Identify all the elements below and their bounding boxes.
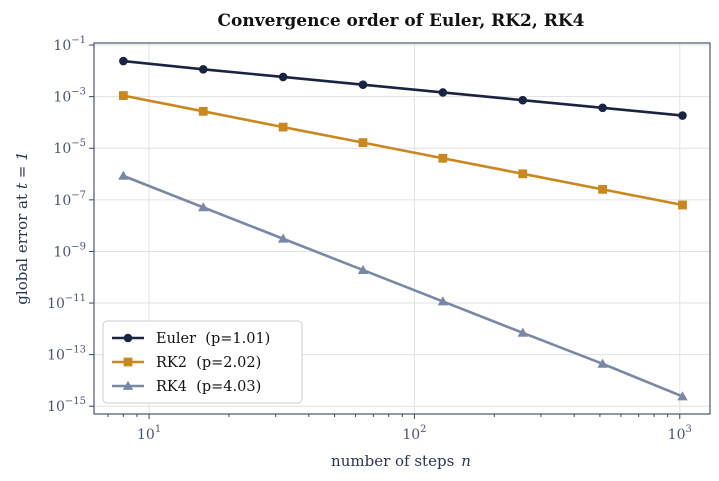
chart-title: Convergence order of Euler, RK2, RK4 bbox=[218, 11, 585, 31]
grid-lines bbox=[94, 43, 710, 414]
x-axis-label-var: n bbox=[461, 452, 471, 470]
y-tick-label: 10−5 bbox=[53, 138, 86, 157]
legend-marker-rk2 bbox=[123, 357, 133, 367]
legend-item-rk2: RK2 (p=2.02) bbox=[112, 355, 261, 371]
rk2-data-point bbox=[678, 200, 687, 210]
y-tick-label-exp: −1 bbox=[71, 35, 86, 46]
y-tick-label-base: 10 bbox=[47, 348, 65, 364]
legend-item-euler: Euler (p=1.01) bbox=[112, 331, 270, 347]
y-tick-label: 10−11 bbox=[47, 293, 86, 312]
y-tick-label-exp: −5 bbox=[71, 138, 86, 149]
rk2-data-point bbox=[598, 184, 608, 194]
rk2-data-point bbox=[518, 169, 528, 179]
rk2-data-point bbox=[278, 122, 288, 132]
euler-data-point bbox=[278, 72, 288, 82]
y-tick-label-exp: −13 bbox=[65, 345, 86, 356]
y-tick-label-base: 10 bbox=[47, 296, 65, 312]
euler-data-point bbox=[438, 88, 448, 97]
x-axis-label-text: number of steps bbox=[331, 452, 454, 470]
rk2-data-point bbox=[198, 106, 208, 116]
y-tick-label: 10−9 bbox=[53, 241, 86, 260]
rk2-data-point bbox=[438, 153, 448, 163]
y-tick-label-exp: −9 bbox=[71, 241, 86, 252]
euler-data-point bbox=[678, 111, 687, 120]
rk4-data-point bbox=[118, 170, 129, 180]
y-axis-label-math: t = 1 bbox=[13, 151, 31, 189]
rk4-data-point bbox=[597, 358, 608, 368]
rk4-data-point bbox=[517, 327, 528, 337]
euler-line bbox=[123, 59, 683, 117]
x-tick-label-exp: 3 bbox=[685, 424, 691, 435]
plot-series bbox=[118, 56, 688, 401]
x-tick-label-base: 10 bbox=[137, 427, 155, 443]
euler-data-point bbox=[198, 64, 208, 74]
rk2-data-point bbox=[118, 91, 128, 100]
y-tick-label-base: 10 bbox=[53, 90, 71, 106]
rk4-data-point bbox=[677, 391, 688, 401]
y-tick-label-exp: −7 bbox=[71, 190, 86, 201]
rk4-data-point bbox=[357, 264, 369, 274]
y-tick-label: 10−15 bbox=[47, 396, 86, 415]
series-euler bbox=[119, 56, 687, 120]
legend-marker-euler bbox=[123, 333, 133, 343]
euler-data-point bbox=[358, 80, 368, 90]
axis-ticks: 101 102 10310−110−310−510−710−910−1110−131… bbox=[47, 35, 692, 443]
x-tick-label: 101 bbox=[137, 424, 161, 443]
legend-label-rk2: RK2 (p=2.02) bbox=[156, 355, 261, 371]
series-rk2 bbox=[118, 91, 687, 210]
legend-label-rk4: RK4 (p=4.03) bbox=[156, 379, 261, 395]
legend-marker-rk4 bbox=[122, 380, 134, 390]
euler-data-point bbox=[119, 56, 128, 66]
x-tick-label: 103 bbox=[668, 424, 692, 443]
legend-label-euler: Euler (p=1.01) bbox=[156, 331, 270, 347]
x-axis-label: number of steps n bbox=[331, 452, 471, 470]
rk4-data-point bbox=[198, 202, 209, 212]
y-tick-label: 10−1 bbox=[53, 35, 86, 54]
y-tick-label-exp: −3 bbox=[71, 87, 86, 98]
legend: Euler (p=1.01) RK2 (p=2.02) RK4 (p=4.03) bbox=[102, 320, 303, 404]
series-rk4 bbox=[118, 170, 688, 401]
y-tick-label-exp: −11 bbox=[65, 293, 86, 304]
x-tick-label-exp: 1 bbox=[155, 424, 161, 435]
y-tick-label-base: 10 bbox=[47, 399, 65, 415]
legend-item-rk4: RK4 (p=4.03) bbox=[112, 379, 261, 395]
rk4-line bbox=[122, 174, 683, 398]
x-tick-label-base: 10 bbox=[668, 427, 686, 443]
rk4-data-point bbox=[277, 233, 289, 243]
x-tick-label-exp: 2 bbox=[420, 424, 426, 435]
y-axis-label: global error at t = 1 bbox=[13, 151, 31, 304]
y-tick-label-base: 10 bbox=[53, 193, 71, 209]
y-tick-label-exp: −15 bbox=[65, 396, 86, 407]
rk2-data-point bbox=[358, 138, 368, 148]
rk2-line bbox=[123, 94, 683, 207]
y-tick-label: 10−13 bbox=[47, 345, 86, 364]
y-tick-label-base: 10 bbox=[53, 141, 71, 157]
euler-data-point bbox=[518, 95, 528, 105]
rk4-data-point bbox=[437, 296, 449, 306]
y-tick-label-base: 10 bbox=[53, 244, 71, 260]
x-tick-label: 102 bbox=[402, 424, 426, 443]
x-tick-label-base: 10 bbox=[402, 427, 420, 443]
euler-data-point bbox=[598, 103, 607, 113]
y-tick-label: 10−7 bbox=[53, 190, 86, 209]
y-tick-label-base: 10 bbox=[53, 38, 71, 54]
legend-box bbox=[102, 320, 303, 404]
y-tick-label: 10−3 bbox=[53, 87, 86, 106]
y-axis-label-text: global error at bbox=[13, 194, 31, 305]
